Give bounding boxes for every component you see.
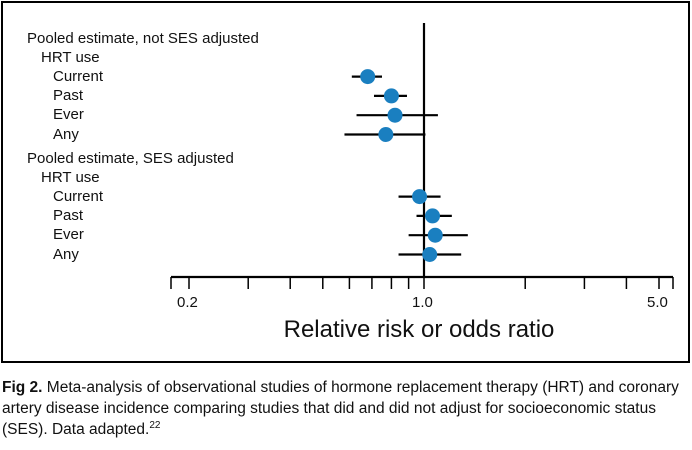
x-tick-label: 1.0: [412, 294, 433, 311]
row-label: Past: [53, 86, 84, 104]
row-label: Current: [53, 67, 104, 85]
point-estimate: [378, 127, 394, 142]
row-label: Current: [53, 187, 104, 205]
x-axis-title-text: Relative risk or odds ratio: [283, 316, 555, 343]
group-subtitle: HRT use: [41, 169, 100, 187]
row-label: Any: [53, 125, 79, 143]
chart-frame: Pooled estimate, not SES adjusted HRT use…: [1, 1, 690, 363]
point-estimate: [383, 88, 399, 104]
point-estimate: [387, 107, 403, 123]
row-label: Any: [53, 245, 79, 263]
figure-number: Fig 2.: [2, 379, 43, 396]
x-tick-label: 0.2: [177, 294, 198, 311]
figure-caption: Fig 2. Meta-analysis of observational st…: [2, 377, 690, 440]
row-label: Ever: [53, 226, 84, 244]
caption-text: Meta-analysis of observational studies o…: [2, 379, 679, 438]
point-estimate: [427, 227, 443, 243]
group-title: Pooled estimate, SES adjusted: [27, 150, 234, 167]
row-label: Past: [53, 206, 84, 224]
forest-plot: [170, 23, 674, 289]
point-estimate: [422, 247, 438, 262]
x-axis-title: Relative risk or odds ratio: [0, 318, 692, 342]
point-estimate: [360, 69, 376, 85]
row-label: Ever: [53, 106, 84, 124]
group-subtitle: HRT use: [41, 49, 100, 67]
group-title: Pooled estimate, not SES adjusted: [27, 30, 259, 47]
point-estimate: [425, 208, 441, 224]
point-estimate: [412, 189, 428, 205]
caption-reference: 22: [149, 419, 161, 431]
x-tick-label: 5.0: [647, 294, 668, 311]
